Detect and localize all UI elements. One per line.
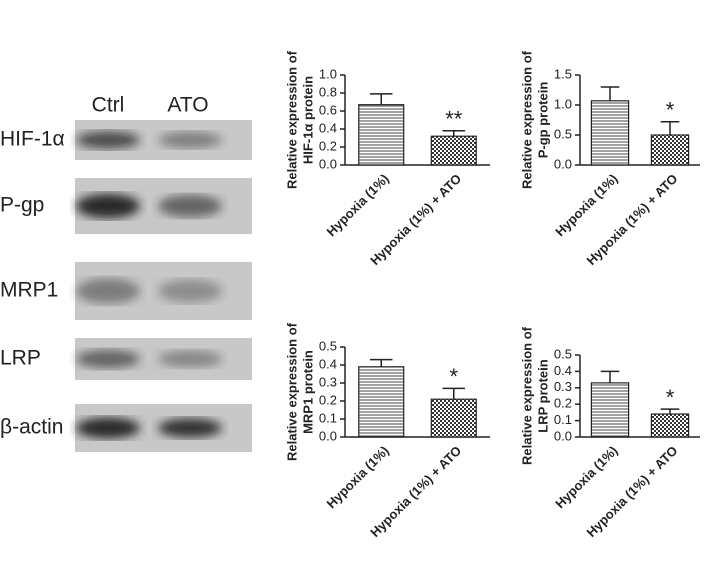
y-axis-label: Relative expression of: [284, 322, 299, 461]
blot-row-label: P-gp: [0, 194, 44, 217]
blot-row-label: LRP: [0, 347, 41, 370]
blot-band: [158, 132, 222, 148]
blot-row-label: HIF-1α: [0, 128, 65, 151]
y-tick-label: 0.4: [319, 356, 337, 371]
y-tick-label: 0.8: [319, 84, 337, 99]
significance-label: *: [449, 364, 458, 389]
error-bar: [660, 408, 680, 415]
blot-band: [158, 350, 222, 368]
y-tick-label: 0.0: [319, 156, 337, 171]
y-tick-label: 0.0: [319, 428, 337, 443]
western-blot: Ctrl ATO HIF-1α P-gp MRP1 LRP β-actin: [0, 94, 252, 452]
blot-row-label: MRP1: [0, 279, 58, 302]
blot-band: [76, 417, 140, 439]
error-bar: [370, 358, 393, 367]
significance-label: *: [666, 385, 675, 410]
error-bar: [442, 130, 465, 137]
x-tick-label: Hypoxia (1%): [323, 171, 391, 239]
x-tick-label: Hypoxia (1%): [552, 443, 620, 511]
bar: [430, 398, 477, 438]
bar: [590, 382, 630, 438]
blot-band: [76, 193, 140, 219]
y-axis-label: Relative expression of: [519, 326, 534, 465]
y-tick-label: 1.0: [554, 96, 572, 111]
y-axis-label: HIF-1α protein: [300, 76, 315, 164]
y-axis-label: Relative expression of: [284, 50, 299, 189]
error-bar: [442, 387, 465, 400]
bar: [650, 413, 690, 438]
error-bar: [600, 370, 620, 383]
blot-band: [76, 131, 140, 149]
y-tick-label: 0.3: [554, 379, 572, 394]
bar: [358, 366, 405, 438]
blot-band: [158, 194, 222, 218]
bar: [430, 135, 477, 166]
y-tick-label: 0.4: [554, 363, 572, 378]
y-axis-label: Relative expression of: [519, 50, 534, 189]
y-tick-label: 0.5: [554, 346, 572, 361]
blot-row-label: β-actin: [0, 416, 63, 439]
significance-label: *: [666, 98, 675, 123]
y-tick-label: 0.2: [319, 138, 337, 153]
y-tick-label: 0.2: [319, 392, 337, 407]
significance-label: **: [445, 107, 463, 132]
y-tick-label: 1.0: [319, 66, 337, 81]
y-tick-label: 0.0: [554, 156, 572, 171]
error-bar: [370, 93, 393, 105]
x-tick-label: Hypoxia (1%): [552, 171, 620, 239]
y-tick-label: 0.1: [554, 412, 572, 427]
blot-band: [158, 279, 222, 303]
y-axis-label: MRP1 protein: [300, 350, 315, 434]
y-tick-label: 0.5: [319, 338, 337, 353]
y-tick-label: 0.6: [319, 102, 337, 117]
error-bar: [660, 121, 680, 135]
bar: [590, 100, 630, 166]
blot-band: [76, 278, 140, 304]
y-tick-label: 0.0: [554, 428, 572, 443]
y-tick-label: 0.4: [319, 120, 337, 135]
blot-column-label: ATO: [167, 94, 208, 117]
bar: [650, 134, 690, 166]
y-axis-label: P-gp protein: [535, 82, 550, 159]
y-tick-label: 0.3: [319, 374, 337, 389]
blot-band: [158, 418, 222, 438]
y-tick-label: 0.2: [554, 396, 572, 411]
y-tick-label: 0.5: [554, 126, 572, 141]
bar: [358, 104, 405, 166]
y-axis-label: LRP protein: [535, 359, 550, 432]
y-tick-label: 0.1: [319, 410, 337, 425]
error-bar: [600, 86, 620, 101]
y-tick-label: 1.5: [554, 66, 572, 81]
x-tick-label: Hypoxia (1%): [323, 443, 391, 511]
blot-band: [76, 349, 140, 369]
blot-column-label: Ctrl: [92, 94, 125, 117]
